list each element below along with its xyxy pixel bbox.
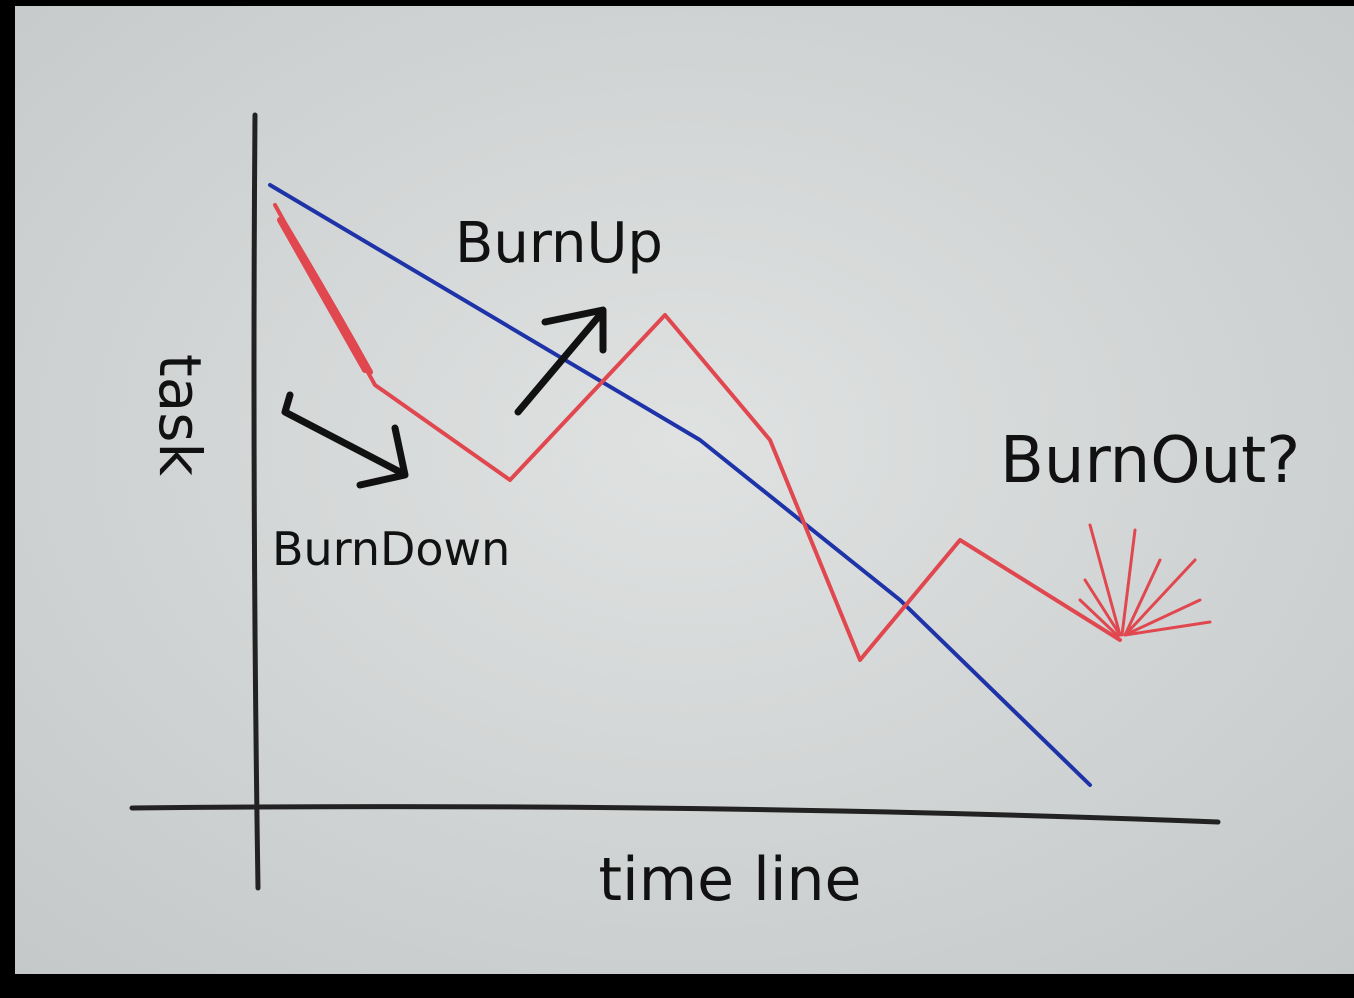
burn-up-label: BurnUp [455,211,663,276]
y-axis-label: task [146,354,214,477]
red-scribble [277,217,373,375]
x-axis-label: time line [599,845,862,915]
y-axis [251,112,261,891]
actual-line [273,203,1122,662]
x-axis [129,804,1221,825]
burst [1078,523,1212,638]
burn-up-arrow [514,306,607,416]
burn-down-arrow [281,391,409,489]
whiteboard [15,6,1354,974]
ideal-line [268,183,1092,787]
burn-down-label: BurnDown [272,522,510,576]
burn-out-label: BurnOut? [1000,424,1300,498]
